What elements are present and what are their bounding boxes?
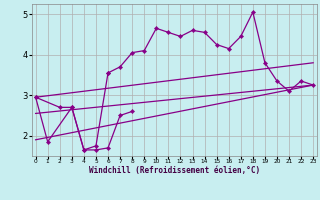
X-axis label: Windchill (Refroidissement éolien,°C): Windchill (Refroidissement éolien,°C) (89, 166, 260, 175)
